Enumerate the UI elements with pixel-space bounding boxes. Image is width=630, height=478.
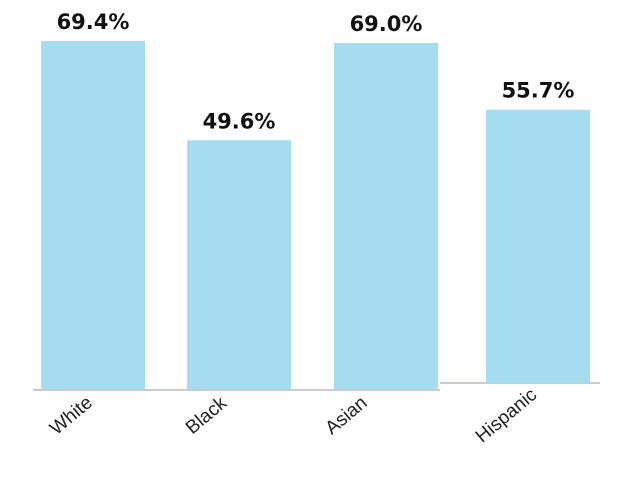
bar-hispanic [486, 109, 590, 384]
tick-label-white: White [46, 392, 97, 439]
data-label-black: 49.6% [203, 109, 276, 133]
data-label-white: 69.4% [57, 10, 130, 34]
bar-black [187, 140, 291, 389]
tick-label-hispanic: Hispanic [472, 384, 541, 447]
data-label-hispanic: 55.7% [502, 79, 575, 103]
category-labels-layer: White Black Asian Hispanic [46, 384, 541, 447]
tick-label-black: Black [182, 392, 231, 438]
data-label-asian: 69.0% [350, 12, 423, 36]
data-labels-layer: 69.4% 49.6% 69.0% 55.7% [57, 10, 575, 133]
bars-layer [41, 41, 590, 389]
bar-asian [334, 43, 438, 389]
bar-white [41, 41, 145, 389]
tick-label-asian: Asian [322, 392, 372, 439]
